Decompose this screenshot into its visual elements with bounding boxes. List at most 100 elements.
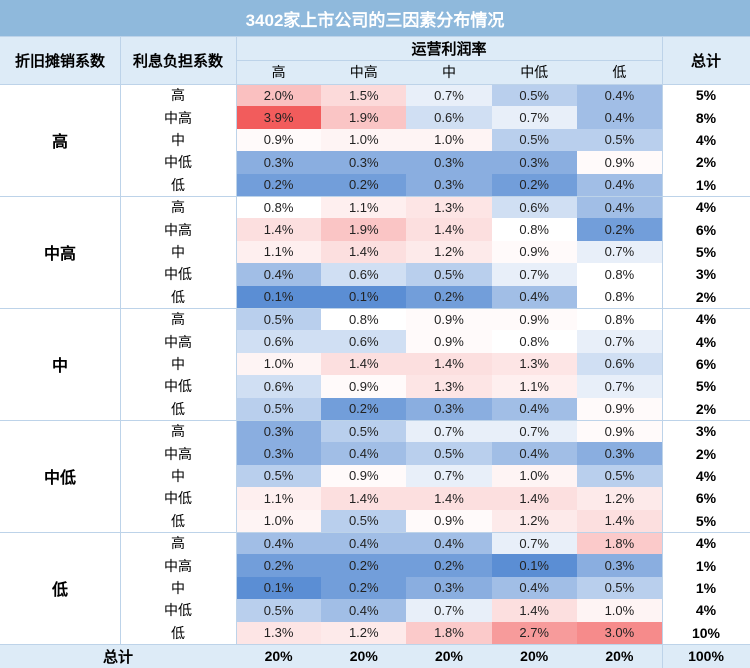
row-group-label: 中低 [43, 470, 76, 487]
row-group-label: 高 [51, 134, 68, 151]
heatmap-cell: 0.5% [406, 442, 492, 465]
row-total: 5% [695, 512, 717, 529]
heatmap-cell: 0.4% [576, 196, 662, 219]
grid-line-horizontal [0, 84, 750, 85]
sub-row-label: 高 [171, 535, 185, 552]
sub-row-label: 中高 [164, 445, 192, 462]
heatmap-cell: 1.4% [406, 487, 492, 510]
heatmap-cell: 0.9% [406, 509, 492, 532]
heatmap-cell: 0.6% [236, 375, 322, 398]
heatmap-cell: 0.3% [406, 397, 492, 420]
heatmap-cell: 0.5% [491, 84, 577, 107]
heatmap-cell: 0.5% [491, 128, 577, 152]
heatmap-cell: 0.9% [576, 151, 662, 174]
row-total: 4% [695, 199, 717, 216]
sub-row-label: 高 [171, 199, 185, 216]
heatmap-cell: 0.9% [491, 308, 577, 331]
heatmap-cell: 1.4% [321, 240, 407, 264]
row-group-label: 中 [51, 358, 68, 375]
column-header-4: 低 [576, 60, 662, 84]
heatmap-cell: 0.5% [321, 420, 407, 443]
row-total: 2% [695, 154, 717, 171]
heatmap-cell: 0.3% [236, 442, 322, 465]
heatmap-cell: 0.7% [576, 240, 662, 264]
heatmap-cell: 0.9% [406, 308, 492, 331]
heatmap-cell: 0.7% [406, 599, 492, 622]
sub-row-label: 高 [171, 423, 185, 440]
sub-row-label: 中高 [164, 557, 192, 574]
sub-row-label: 低 [171, 512, 185, 529]
row-total: 4% [695, 467, 717, 484]
column-total-label: 总计 [0, 644, 236, 668]
row-group-label: 中高 [43, 246, 76, 263]
heatmap-cell: 3.0% [576, 621, 662, 644]
heatmap-cell: 1.4% [491, 487, 577, 510]
heatmap-cell: 0.3% [321, 151, 407, 174]
heatmap-cell: 1.0% [321, 128, 407, 152]
sub-row-label: 高 [171, 311, 185, 328]
grid-line-vertical [120, 36, 121, 644]
heatmap-cell: 0.9% [236, 128, 322, 152]
row-group-label: 低 [51, 582, 68, 599]
heatmap-cell: 0.8% [491, 330, 577, 353]
sub-row-label: 中 [171, 579, 185, 596]
heatmap-cell: 0.5% [576, 464, 662, 488]
heatmap-cell: 0.9% [321, 464, 407, 488]
sub-row-label: 中 [171, 243, 185, 260]
row-total: 5% [695, 243, 717, 260]
heatmap-cell: 0.3% [576, 554, 662, 577]
heatmap-cell: 0.7% [491, 106, 577, 129]
heatmap-cell: 1.0% [406, 128, 492, 152]
heatmap-cell: 0.9% [491, 240, 577, 264]
sub-row-label: 中高 [164, 109, 192, 126]
heatmap-cell: 0.2% [321, 554, 407, 577]
heatmap-cell: 0.1% [491, 554, 577, 577]
grid-line-vertical [662, 36, 663, 668]
heatmap-cell: 0.3% [576, 442, 662, 465]
heatmap-cell: 0.6% [576, 352, 662, 376]
heatmap-cell: 0.6% [406, 106, 492, 129]
sub-row-label: 中低 [164, 490, 192, 507]
sub-row-label: 中 [171, 467, 185, 484]
row-total: 4% [695, 131, 717, 148]
heatmap-cell: 1.3% [406, 375, 492, 398]
heatmap-cell: 0.7% [406, 464, 492, 488]
heatmap-cell: 0.5% [321, 509, 407, 532]
heatmap-cell: 0.1% [236, 285, 322, 308]
row-total: 2% [695, 400, 717, 417]
heatmap-cell: 0.5% [236, 397, 322, 420]
heatmap-cell: 1.4% [406, 352, 492, 376]
row-total: 4% [695, 602, 717, 619]
heatmap-cell: 0.4% [576, 173, 662, 196]
row-total: 1% [695, 579, 717, 596]
heatmap-cell: 1.2% [406, 240, 492, 264]
heatmap-cell: 0.2% [406, 554, 492, 577]
heatmap-cell: 0.9% [576, 397, 662, 420]
sub-row-label: 高 [171, 87, 185, 104]
row-total: 3% [695, 266, 717, 283]
heatmap-cell: 2.0% [236, 84, 322, 107]
row-total: 4% [695, 311, 717, 328]
row-total: 1% [695, 557, 717, 574]
heatmap-cell: 1.3% [491, 352, 577, 376]
heatmap-cell: 0.6% [236, 330, 322, 353]
sub-row-label: 中 [171, 355, 185, 372]
header-total: 总计 [662, 36, 750, 84]
heatmap-cell: 0.4% [491, 576, 577, 600]
heatmap-cell: 1.1% [236, 240, 322, 264]
heatmap-cell: 0.4% [321, 599, 407, 622]
grid-line-horizontal [0, 644, 750, 645]
heatmap-cell: 0.4% [491, 285, 577, 308]
heatmap-cell: 1.4% [491, 599, 577, 622]
sub-row-label: 中低 [164, 378, 192, 395]
heatmap-cell: 0.5% [236, 308, 322, 331]
heatmap-cell: 1.8% [576, 532, 662, 555]
heatmap-cell: 0.3% [406, 576, 492, 600]
sub-row-label: 中高 [164, 333, 192, 350]
heatmap-cell: 0.2% [236, 173, 322, 196]
heatmap-cell: 1.3% [406, 196, 492, 219]
heatmap-cell: 0.2% [321, 576, 407, 600]
column-total: 20% [576, 644, 662, 668]
row-total: 5% [695, 87, 717, 104]
